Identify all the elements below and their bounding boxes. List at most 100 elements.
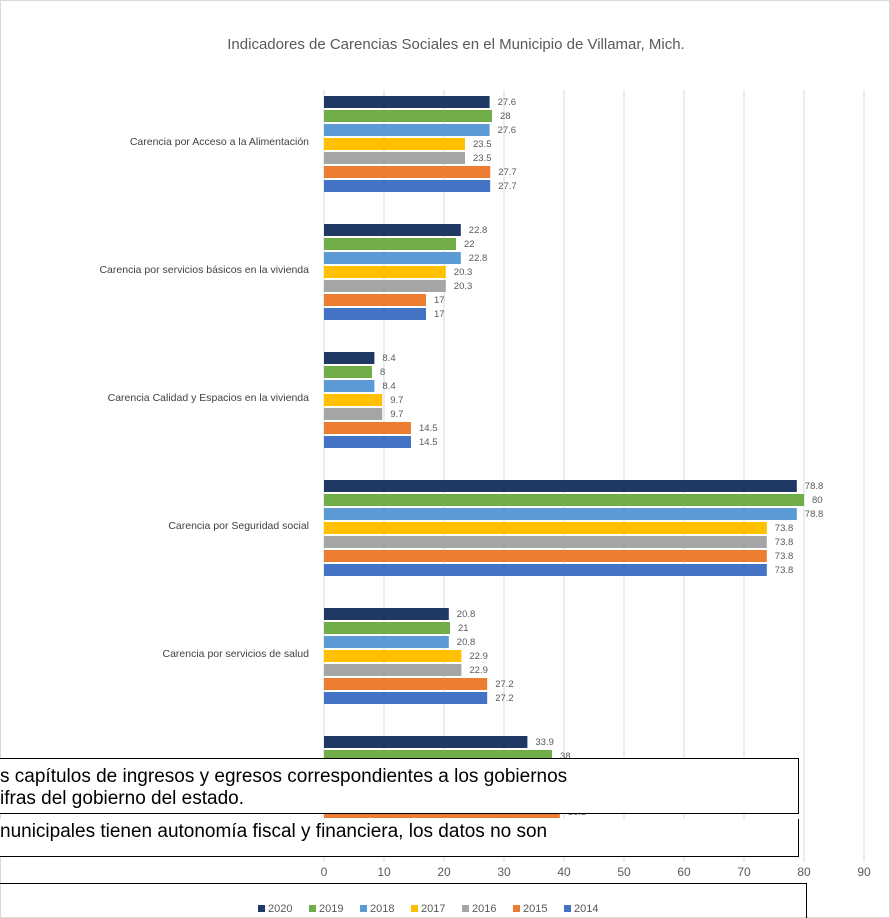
bar-2019 — [324, 238, 456, 250]
bar-2016 — [324, 152, 465, 164]
bar-2014 — [324, 436, 411, 448]
data-label: 78.8 — [805, 481, 824, 492]
bar-2015 — [324, 422, 411, 434]
data-label: 27.7 — [498, 181, 517, 192]
overlay-line-2: ifras del gobierno del estado. — [0, 788, 244, 809]
category-label: Carencia por Seguridad social — [168, 520, 309, 532]
data-label: 21 — [458, 623, 469, 634]
data-label: 27.6 — [498, 125, 516, 136]
bar-2014 — [324, 564, 767, 576]
data-label: 22.8 — [469, 253, 488, 264]
legend-swatch-2018 — [360, 905, 367, 912]
data-label: 28 — [500, 111, 511, 122]
data-label: 14.5 — [419, 423, 438, 434]
data-label: 9.7 — [390, 395, 403, 406]
bar-2015 — [324, 678, 488, 690]
bar-2019 — [324, 494, 804, 506]
overlay-bottom-rule — [0, 856, 798, 857]
data-label: 20.3 — [454, 281, 473, 292]
data-label: 73.8 — [775, 523, 794, 534]
data-label: 22.9 — [469, 651, 488, 662]
bar-2014 — [324, 692, 488, 704]
data-label: 20.3 — [454, 267, 473, 278]
category-label: Carencia por servicios de salud — [163, 648, 310, 660]
bar-2020 — [324, 608, 449, 620]
overlay-line-3: nunicipales tienen autonomía fiscal y fi… — [0, 821, 548, 842]
bar-2020 — [324, 352, 375, 364]
bar-2016 — [324, 408, 383, 420]
bar-2016 — [324, 664, 462, 676]
category-label: Carencia por Acceso a la Alimentación — [130, 136, 309, 148]
category-label: Carencia por servicios básicos en la viv… — [99, 264, 309, 276]
overlay-rule — [0, 813, 798, 814]
data-label: 22.8 — [469, 225, 488, 236]
x-tick-label: 30 — [497, 865, 511, 879]
data-label: 73.8 — [775, 565, 794, 576]
data-label: 8.4 — [382, 353, 395, 364]
bar-2019 — [324, 366, 372, 378]
data-label: 20.8 — [457, 637, 476, 648]
bar-2018 — [324, 124, 490, 136]
legend-swatch-2017 — [411, 905, 418, 912]
document-text-overlay-2: nunicipales tienen autonomía fiscal y fi… — [0, 819, 799, 857]
bar-2017 — [324, 522, 767, 534]
bar-2015 — [324, 294, 426, 306]
data-label: 73.8 — [775, 551, 794, 562]
data-label: 27.7 — [498, 167, 517, 178]
data-label: 38 — [560, 751, 571, 762]
legend-swatch-2014 — [564, 905, 571, 912]
x-tick-label: 80 — [797, 865, 811, 879]
bar-2018 — [324, 380, 375, 392]
overlay-line-1: s capítulos de ingresos y egresos corres… — [0, 766, 568, 787]
legend-label: 2020 — [268, 903, 292, 915]
legend-label: 2014 — [574, 903, 598, 915]
bar-2020 — [324, 224, 461, 236]
bar-2017 — [324, 650, 462, 662]
category-label: Carencia Calidad y Espacios en la vivien… — [108, 392, 310, 404]
bar-2017 — [324, 266, 446, 278]
legend-box-border — [0, 883, 807, 918]
legend-label: 2015 — [523, 903, 547, 915]
data-label: 22.9 — [469, 665, 488, 676]
bar-2018 — [324, 508, 797, 520]
bar-2014 — [324, 180, 491, 192]
data-label: 27.2 — [495, 693, 514, 704]
bar-2018 — [324, 252, 461, 264]
data-label: 8 — [380, 367, 385, 378]
data-label: 17 — [434, 295, 445, 306]
bar-2019 — [324, 622, 450, 634]
data-label: 23.5 — [473, 153, 492, 164]
legend-label: 2016 — [472, 903, 496, 915]
legend-label: 2017 — [421, 903, 445, 915]
data-label: 22 — [464, 239, 475, 250]
data-label: 9.7 — [390, 409, 403, 420]
bar-2020 — [324, 480, 797, 492]
x-tick-label: 50 — [617, 865, 631, 879]
bar-2016 — [324, 280, 446, 292]
x-tick-label: 40 — [557, 865, 571, 879]
data-label: 8.4 — [382, 381, 395, 392]
data-label: 80 — [812, 495, 823, 506]
data-label: 27.2 — [495, 679, 514, 690]
data-label: 14.5 — [419, 437, 438, 448]
data-label: 73.8 — [775, 537, 794, 548]
x-tick-label: 90 — [857, 865, 871, 879]
x-tick-label: 20 — [437, 865, 451, 879]
bar-2019 — [324, 110, 492, 122]
bar-2015 — [324, 166, 491, 178]
document-text-overlay-1: s capítulos de ingresos y egresos corres… — [0, 758, 799, 814]
bar-2017 — [324, 394, 383, 406]
chart-title: Indicadores de Carencias Sociales en el … — [227, 36, 684, 53]
data-label: 27.6 — [498, 97, 516, 108]
bar-2020 — [324, 736, 528, 748]
data-label: 17 — [434, 309, 445, 320]
bar-2020 — [324, 96, 490, 108]
x-tick-label: 60 — [677, 865, 691, 879]
legend-swatch-2019 — [309, 905, 316, 912]
bar-2018 — [324, 636, 449, 648]
overlay-top-rule — [0, 758, 798, 759]
bar-2016 — [324, 536, 767, 548]
bar-2015 — [324, 550, 767, 562]
